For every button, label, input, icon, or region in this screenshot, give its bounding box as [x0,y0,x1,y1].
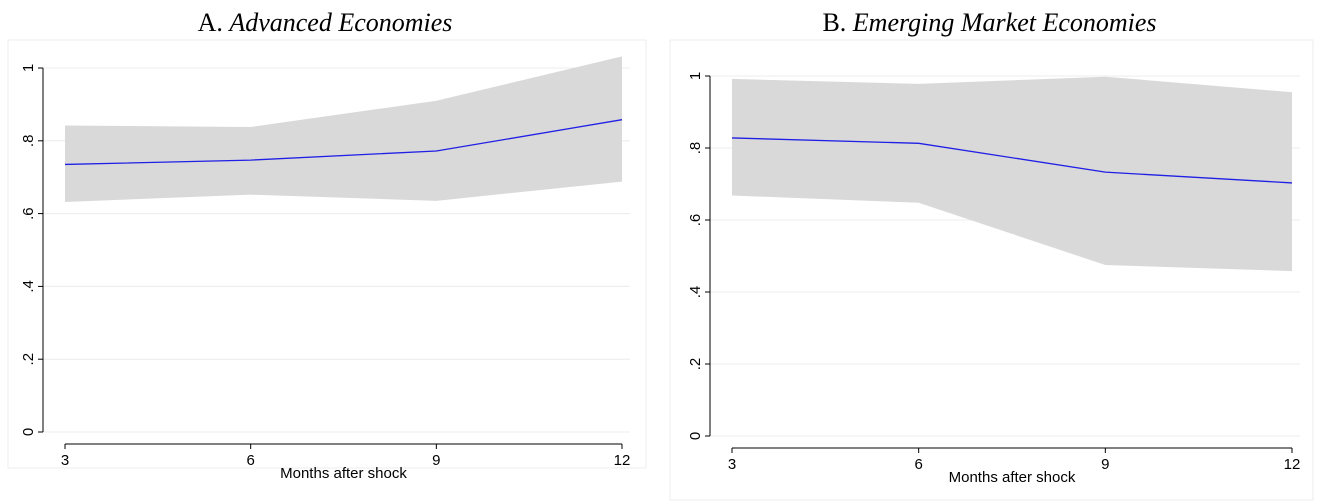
y-tick-label: .2 [20,353,37,366]
x-tick-label: 3 [728,456,736,473]
chart-b: 0 .2 .4 .6 .8 1 3 6 9 12 Months after shock [669,39,1314,501]
x-tick-label: 9 [432,452,440,469]
y-tick-label: .4 [687,286,704,299]
panel-a-letter: A. [197,8,223,37]
y-tick-label: 0 [20,428,37,436]
y-tick-label: 1 [20,64,37,72]
y-tick-label: .4 [20,280,37,293]
y-tick-label: .8 [20,135,37,148]
x-tick-label: 3 [61,452,69,469]
panel-b-subtitle: Emerging Market Economies [852,8,1157,37]
x-tick-label: 6 [914,456,922,473]
x-axis-title: Months after shock [949,469,1076,486]
y-tick-label: .8 [687,142,704,155]
x-tick-label: 6 [246,452,254,469]
series-line [64,119,623,166]
panel-a-subtitle: Advanced Economies [229,8,453,37]
chart-frame [7,39,647,469]
y-tick-label: .6 [20,207,37,220]
chart-a: 0 .2 .4 .6 .8 1 3 6 9 12 Months after shock [7,39,647,482]
confidence-band [65,56,622,202]
series-line [731,137,1293,184]
y-tick-label: .6 [687,214,704,227]
panel-a-title: A. Advanced Economies [0,8,650,38]
panel-b: B. Emerging Market Economies 0 .2 .4 .6 .8 1 3… [662,0,1317,504]
panel-b-title: B. Emerging Market Economies [662,8,1317,38]
y-tick-label: 0 [687,432,704,440]
x-tick-label: 12 [1284,456,1301,473]
confidence-band [732,76,1292,272]
panel-b-letter: B. [822,8,847,37]
x-tick-label: 9 [1101,456,1109,473]
panel-a: A. Advanced Economies 0 .2 .4 .6 .8 1 3 6 9 12 Mon… [0,0,650,504]
y-tick-label: .2 [687,358,704,371]
x-axis-title: Months after shock [280,465,407,482]
y-tick-label: 1 [687,72,704,80]
x-tick-label: 12 [614,452,631,469]
chart-frame [669,39,1314,501]
